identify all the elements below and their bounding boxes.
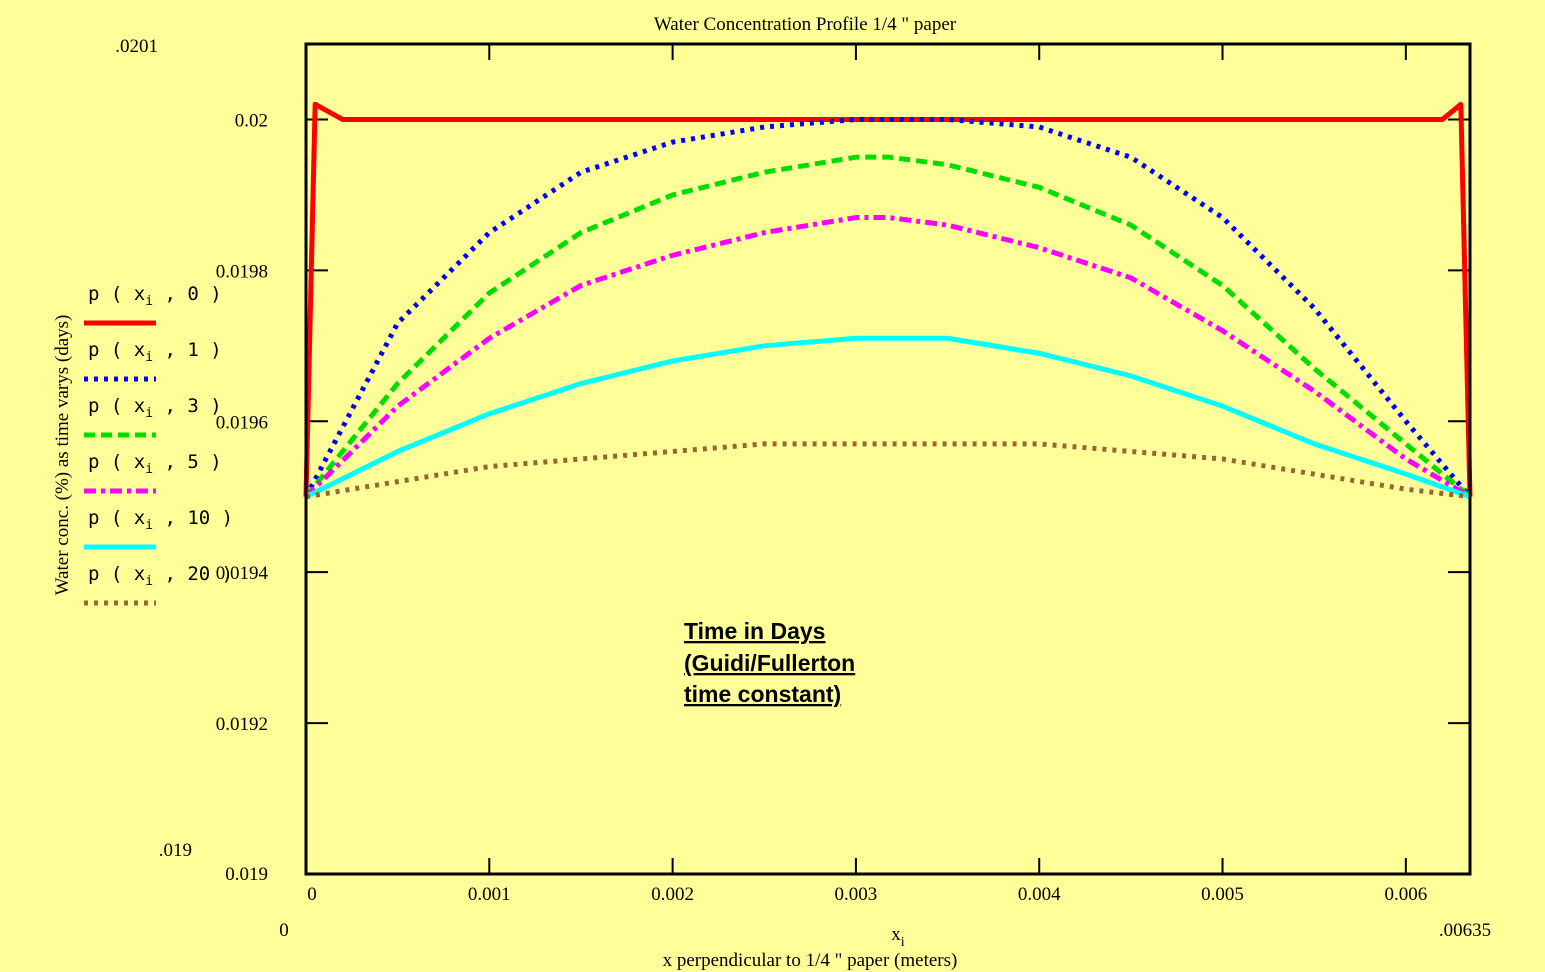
series-line-5 xyxy=(305,441,1471,500)
x-tick-label: 0.005 xyxy=(1201,884,1244,905)
legend: p ( xi , 0 ) p ( xi , 1 ) p ( xi , 3 ) p ( … xyxy=(84,283,233,606)
x-limit-left-label: 0 xyxy=(279,920,289,941)
annotation-line-2: (Guidi/Fullerton xyxy=(684,650,855,676)
legend-label-4: p ( xi , 10 ) xyxy=(88,507,233,533)
legend-label-3: p ( xi , 5 ) xyxy=(88,451,222,477)
y-tick-label: 0.019 xyxy=(225,864,268,885)
series-line-3 xyxy=(304,215,1472,499)
x-tick-label: 0.004 xyxy=(1018,884,1061,905)
y-limit-top-label: .0201 xyxy=(115,36,158,57)
x-limit-right-label: .00635 xyxy=(1439,920,1491,941)
y-axis-label: Water conc. (%) as time varys (days) xyxy=(52,315,73,596)
legend-label-1: p ( xi , 1 ) xyxy=(88,339,222,365)
y-tick-label: 0.0198 xyxy=(216,261,268,282)
y-tick-label: 0.0194 xyxy=(216,563,269,584)
y-limit-bottom-label: .019 xyxy=(159,840,192,861)
x-tick-label: 0.001 xyxy=(468,884,511,905)
legend-label-0: p ( xi , 0 ) xyxy=(88,283,222,309)
chart-title: Water Concentration Profile 1/4 " paper xyxy=(654,14,957,35)
y-tick-label: 0.0196 xyxy=(216,412,268,433)
y-tick-label: 0.02 xyxy=(235,110,268,131)
x-tick-label: 0.002 xyxy=(651,884,694,905)
x-tick-label: 0 xyxy=(307,884,317,905)
x-tick-label: 0.003 xyxy=(835,884,878,905)
series-line-2 xyxy=(304,154,1472,499)
axis-ticks: 0 0.001 0.002 0.003 0.004 0.005 0.006 0.019 0.01… xyxy=(216,44,1470,905)
series-line-4 xyxy=(304,335,1471,500)
annotation-line-1: Time in Days xyxy=(684,618,825,644)
legend-label-5: p ( xi , 20 ) xyxy=(88,563,233,589)
x-axis-label: x perpendicular to 1/4 " paper (meters) xyxy=(663,950,958,971)
series-group xyxy=(303,101,1473,500)
legend-label-2: p ( xi , 3 ) xyxy=(88,395,222,421)
x-variable-label: xi xyxy=(891,924,905,950)
y-tick-label: 0.0192 xyxy=(216,714,268,735)
annotation-line-3: time constant) xyxy=(684,681,841,707)
series-line-0 xyxy=(303,101,1473,497)
x-tick-label: 0.006 xyxy=(1384,884,1427,905)
series-line-1 xyxy=(303,116,1472,499)
plot-frame xyxy=(304,42,1472,876)
